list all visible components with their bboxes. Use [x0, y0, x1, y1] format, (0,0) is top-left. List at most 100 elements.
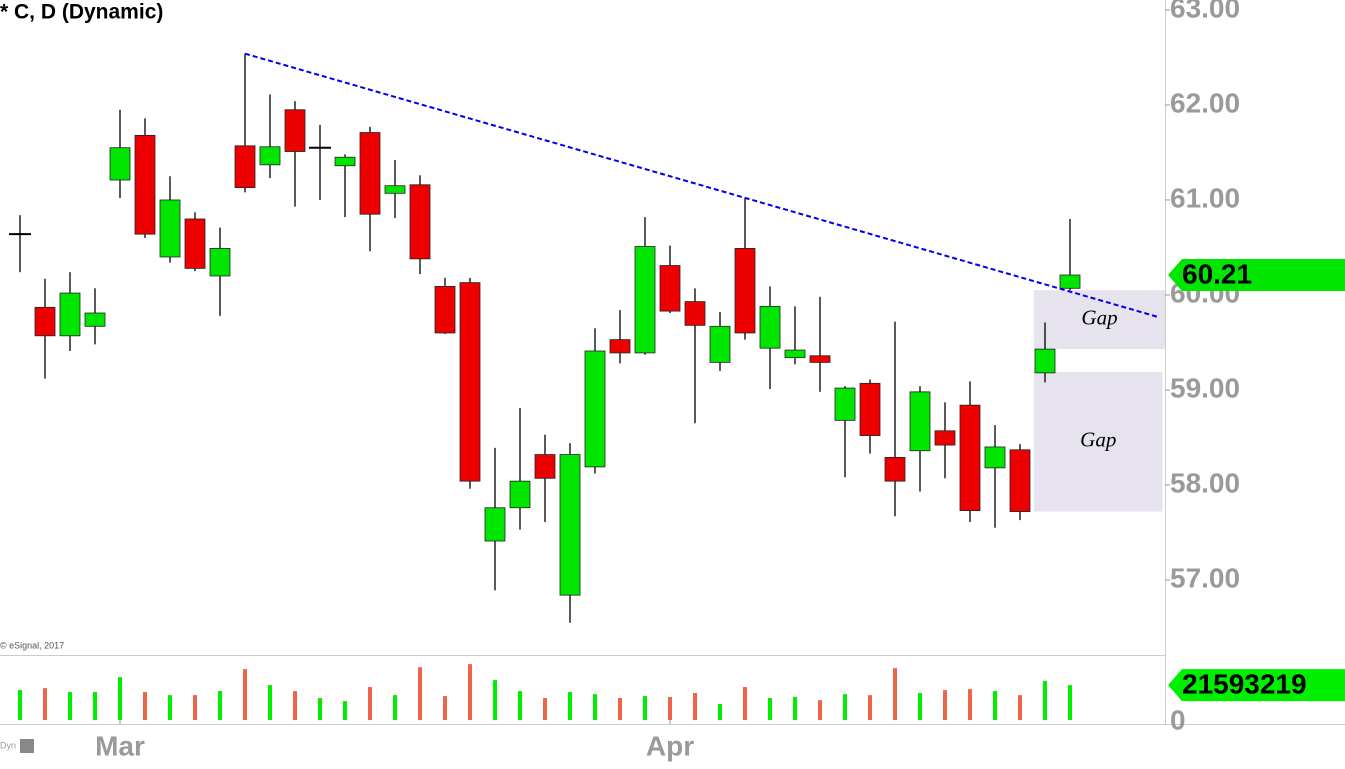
y-tick-label: 61.00 — [1170, 182, 1240, 213]
candle-body — [334, 156, 356, 167]
last-price: 60.21 — [1182, 258, 1252, 289]
volume-bar — [93, 692, 97, 720]
candle-body — [959, 404, 981, 512]
volume-bar — [668, 697, 672, 720]
last-price-bg — [1168, 259, 1345, 292]
volume-bar — [918, 693, 922, 720]
candle-body — [609, 339, 631, 354]
volume-bar — [718, 704, 722, 720]
candle-body — [509, 480, 531, 509]
volume-bar — [568, 692, 572, 720]
candle-body — [459, 282, 481, 482]
gap-label: Gap — [1080, 428, 1116, 452]
candle-body — [859, 382, 881, 436]
candle-body — [484, 507, 506, 542]
volume-bar — [968, 689, 972, 720]
gap-box — [1034, 371, 1163, 512]
volume-bar — [693, 693, 697, 720]
volume-bar — [193, 695, 197, 720]
candle-body — [59, 292, 81, 337]
volume-bar — [593, 694, 597, 720]
candle-body — [184, 218, 206, 269]
volume-bar — [1043, 681, 1047, 720]
volume-bar — [18, 690, 22, 720]
volume-bar — [743, 687, 747, 720]
volume-bar — [893, 668, 897, 720]
gap-label: Gap — [1081, 305, 1117, 329]
volume-bar — [643, 696, 647, 720]
copyright: © eSignal, 2017 — [0, 640, 64, 650]
x-tick-label: Mar — [95, 730, 145, 761]
volume-bar — [768, 698, 772, 720]
volume-bar — [343, 701, 347, 720]
candle-body — [109, 147, 131, 181]
volume-bar — [293, 691, 297, 720]
candle-body — [884, 457, 906, 482]
volume-bar — [1068, 685, 1072, 720]
y-tick-label: 59.00 — [1170, 372, 1240, 403]
volume-bar — [43, 688, 47, 720]
y-tick-label: 63.00 — [1170, 0, 1240, 23]
candle-body — [234, 145, 256, 189]
volume-bar — [818, 700, 822, 720]
candle-body — [784, 349, 806, 359]
volume-bar — [518, 691, 522, 720]
volume-bar — [268, 685, 272, 720]
candle-body — [1009, 449, 1031, 512]
last-volume-bg — [1168, 669, 1345, 702]
candle-body — [134, 134, 156, 235]
volume-bar — [318, 698, 322, 720]
volume-bar — [868, 695, 872, 720]
candle-body — [384, 185, 406, 194]
candle-body — [659, 265, 681, 312]
candle-body — [209, 248, 231, 277]
volume-bar — [143, 692, 147, 720]
candle-body — [559, 454, 581, 596]
candle-body — [934, 430, 956, 446]
y-tick-label: 57.00 — [1170, 562, 1240, 593]
volume-bar — [468, 664, 472, 720]
chart-title: * C, D (Dynamic) — [0, 1, 163, 24]
candle-body — [259, 146, 281, 166]
volume-bar — [218, 691, 222, 720]
volume-bar — [418, 667, 422, 720]
candle-body — [1059, 274, 1081, 289]
volume-bar — [118, 677, 122, 720]
candle-body — [709, 325, 731, 363]
x-tick-label: Apr — [646, 730, 694, 761]
volume-bar — [543, 698, 547, 720]
volume-bar — [943, 690, 947, 720]
candle-body — [84, 312, 106, 327]
candle-body — [359, 132, 381, 215]
volume-bar — [243, 669, 247, 720]
candle-body — [634, 246, 656, 354]
volume-bar — [993, 691, 997, 720]
trendline — [244, 52, 1158, 318]
candle-body — [409, 184, 431, 260]
candle-body — [159, 199, 181, 258]
y-tick-label: 58.00 — [1170, 467, 1240, 498]
candle-body — [1034, 348, 1056, 374]
candle-body — [34, 306, 56, 337]
candle-body — [584, 350, 606, 468]
candle-body — [734, 248, 756, 334]
volume-bar — [618, 698, 622, 720]
candle-body — [534, 454, 556, 479]
volume-bar — [368, 687, 372, 720]
candle-body — [809, 355, 831, 363]
volume-bar — [393, 695, 397, 720]
volume-bar — [443, 696, 447, 720]
volume-bar — [68, 692, 72, 720]
candle-body — [909, 391, 931, 452]
volume-bar — [168, 695, 172, 720]
volume-bar — [1018, 695, 1022, 720]
volume-bar — [493, 680, 497, 720]
volume-tick-label: 0 — [1170, 704, 1186, 735]
candle-body — [834, 387, 856, 421]
volume-bar — [793, 697, 797, 720]
candle-body — [984, 446, 1006, 469]
volume-bar — [843, 694, 847, 720]
y-tick-label: 62.00 — [1170, 87, 1240, 118]
